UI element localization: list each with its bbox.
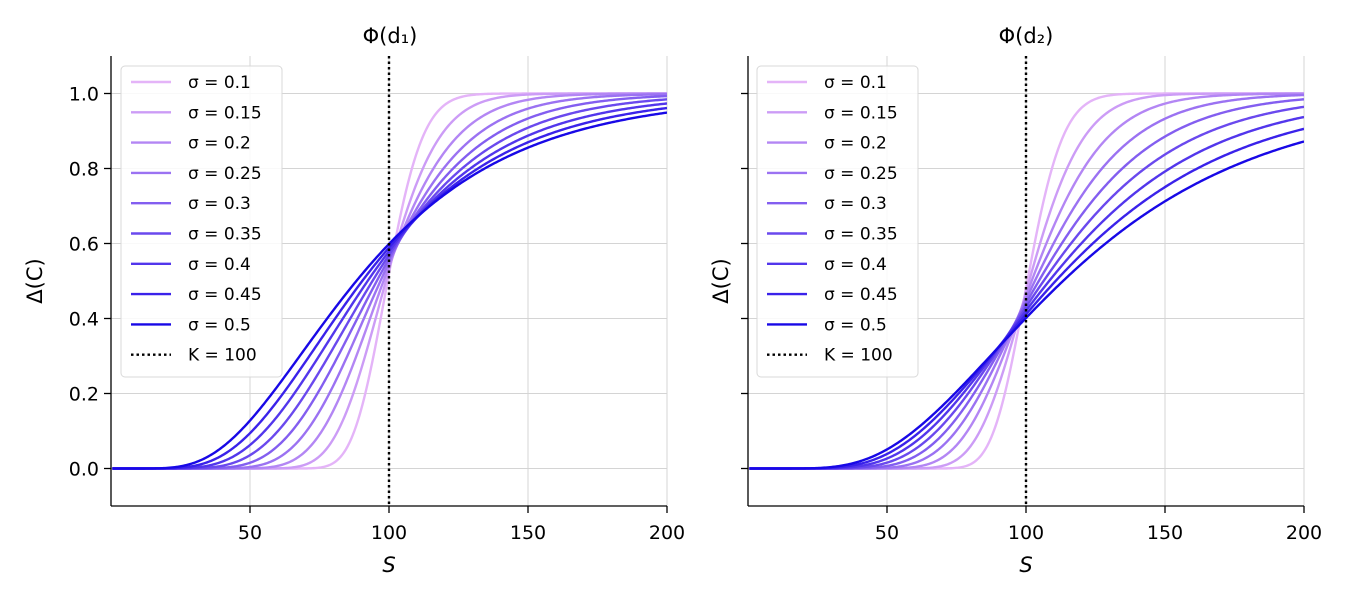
x-tick-label: 100 — [371, 522, 407, 544]
x-axis-label: S — [1019, 553, 1032, 577]
legend-entry-7: σ = 0.45 — [188, 285, 262, 305]
legend-entry-0: σ = 0.1 — [824, 73, 887, 93]
x-axis-label: S — [382, 553, 395, 577]
legend-entry-3: σ = 0.25 — [824, 164, 898, 184]
legend-entry-6: σ = 0.4 — [188, 255, 251, 275]
series-line-7 — [749, 127, 1304, 470]
legend-entry-2: σ = 0.2 — [188, 134, 251, 154]
legend: σ = 0.1 σ = 0.15 σ = 0.2 σ = 0.25 σ = 0.3 σ =… — [120, 65, 283, 378]
legend: σ = 0.1 σ = 0.15 σ = 0.2 σ = 0.25 σ = 0.3 σ =… — [756, 65, 919, 378]
legend-entry-8: σ = 0.5 — [824, 315, 887, 335]
series-line-7 — [112, 106, 667, 470]
y-tick-label: 0.8 — [69, 159, 99, 181]
y-tick-label: 1.0 — [69, 84, 99, 106]
chart-title: Φ(d₁) — [363, 24, 418, 48]
y-tick-label: 0.4 — [69, 309, 99, 331]
x-tick-label: 50 — [875, 522, 899, 544]
legend-entry-strike: K = 100 — [188, 346, 257, 366]
legend-entry-6: σ = 0.4 — [824, 255, 887, 275]
y-axis-label: Δ(C) — [709, 258, 733, 303]
x-tick-label: 200 — [649, 522, 685, 544]
legend-entry-1: σ = 0.15 — [824, 103, 898, 123]
legend-entry-strike: K = 100 — [824, 346, 893, 366]
legend-entry-5: σ = 0.35 — [188, 225, 262, 245]
x-tick-label: 150 — [1147, 522, 1183, 544]
legend-entry-4: σ = 0.3 — [824, 194, 887, 214]
legend-entry-4: σ = 0.3 — [188, 194, 251, 214]
series-line-8 — [749, 140, 1304, 470]
y-tick-label: 0.0 — [69, 459, 99, 481]
y-tick-label: 0.2 — [69, 384, 99, 406]
legend-entry-5: σ = 0.35 — [824, 225, 898, 245]
legend-entry-1: σ = 0.15 — [188, 103, 262, 123]
x-tick-label: 150 — [510, 522, 546, 544]
series-line-5 — [112, 98, 667, 470]
legend-entry-3: σ = 0.25 — [188, 164, 262, 184]
y-tick-label: 0.6 — [69, 234, 99, 256]
chart-panel-d1: 50 100 150 200 0.0 0.2 0.4 0.6 0.8 1.0 Φ(d₁) S Δ(C) σ… — [23, 24, 685, 577]
legend-entry-7: σ = 0.45 — [824, 285, 898, 305]
x-tick-label: 50 — [238, 522, 262, 544]
chart-title: Φ(d₂) — [999, 24, 1054, 48]
legend-entry-8: σ = 0.5 — [188, 315, 251, 335]
legend-entry-0: σ = 0.1 — [188, 73, 251, 93]
x-tick-label: 200 — [1286, 522, 1322, 544]
x-tick-label: 100 — [1008, 522, 1044, 544]
y-axis-label: Δ(C) — [23, 258, 47, 303]
legend-entry-2: σ = 0.2 — [824, 134, 887, 154]
